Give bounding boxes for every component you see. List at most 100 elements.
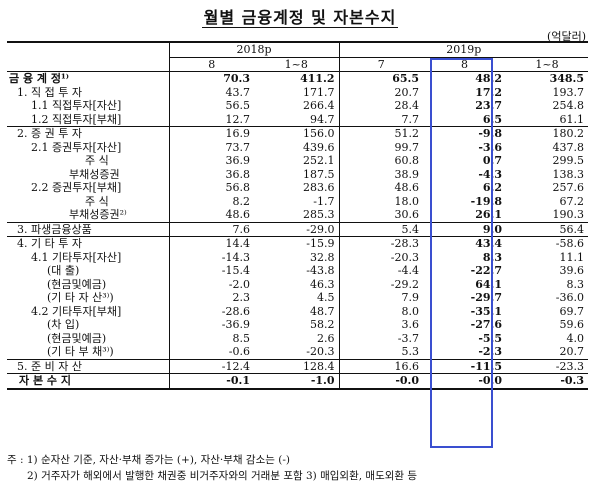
row-label: 2. 증 권 투 자 <box>7 126 169 141</box>
value-cell: 48.7 <box>310 304 335 318</box>
table-row: 3. 파생금융상품 7.6 -29.0 5.4 9.0 56.4 <box>7 221 589 237</box>
value-cell: 16.9 <box>168 126 254 141</box>
value-cell: -19.8 <box>470 194 503 208</box>
value-cell: 48.6 <box>338 181 424 195</box>
value-cell: 28.4 <box>338 99 424 113</box>
value-cell: 11.1 <box>559 250 585 264</box>
value-cell: 30.6 <box>338 208 424 222</box>
row-label: 자 본 수 지 <box>7 373 169 390</box>
header-corner <box>7 41 169 72</box>
table-row: (대 출) -15.4 -43.8 -4.4 -22.7 39.6 <box>7 264 588 278</box>
row-label: 주 식 <box>85 154 109 168</box>
header-year-2018: 2018p <box>168 41 340 58</box>
value-cell: -43.8 <box>306 264 335 278</box>
value-cell: -58.6 <box>506 236 589 251</box>
header-col: 1~8 <box>254 57 340 72</box>
row-label: (차 입) <box>47 318 80 332</box>
table-row: (현금및예금) 8.5 2.6 -3.7 -5.5 4.0 <box>7 331 588 345</box>
value-cell: -15.4 <box>168 264 254 278</box>
value-cell: 0.7 <box>482 154 503 168</box>
header-row-periods: 8 1~8 7 8 1~8 <box>7 57 589 72</box>
row-label: 1. 직 접 투 자 <box>17 85 82 99</box>
value-cell: 6.2 <box>482 181 503 195</box>
unit-label: (억달러) <box>547 30 586 43</box>
value-cell: 65.5 <box>338 71 424 86</box>
table-row: 금 융 계 정¹⁾ 70.3 411.2 65.5 48.2 348.5 <box>7 71 589 86</box>
value-cell: 17.2 <box>475 85 503 99</box>
table-row: 4.2 기타투자[부채] -28.6 48.7 8.0 -35.1 69.7 <box>7 304 588 318</box>
table-row: 자 본 수 지 -0.1 -1.0 -0.0 -0.0 -0.3 <box>7 373 589 390</box>
row-label: 2.2 증권투자[부채] <box>31 181 122 195</box>
value-cell: 64.1 <box>475 277 503 291</box>
value-cell: 439.6 <box>303 140 335 154</box>
value-cell: 9.0 <box>423 221 507 237</box>
row-label: (대 출) <box>47 264 80 278</box>
value-cell: 59.6 <box>559 318 585 332</box>
value-cell: -22.7 <box>470 264 503 278</box>
value-cell: -0.6 <box>168 345 254 359</box>
value-cell: 69.7 <box>559 304 585 318</box>
header-col: 1~8 <box>506 57 589 72</box>
value-cell: 36.8 <box>168 167 254 181</box>
table-row: 4. 기 타 투 자 14.4 -15.9 -28.3 43.4 -58.6 <box>7 236 589 251</box>
value-cell: 138.3 <box>552 167 585 181</box>
value-cell: -0.3 <box>506 373 589 390</box>
value-cell: 43.7 <box>168 85 254 99</box>
row-label: 4.1 기타투자[자산] <box>31 250 122 264</box>
value-cell: -12.4 <box>168 358 254 374</box>
value-cell: 6.5 <box>482 112 503 126</box>
table-row: 주 식 36.9 252.1 60.8 0.7 299.5 <box>7 154 588 168</box>
value-cell: 3.6 <box>338 318 424 332</box>
value-cell: 299.5 <box>552 154 585 168</box>
value-cell: 48.6 <box>168 208 254 222</box>
value-cell: 20.7 <box>559 345 585 359</box>
footnote-line: 2) 거주자가 해외에서 발행한 채권중 비거주자와의 거래분 포함 3) 매입… <box>27 470 418 482</box>
value-cell: 5.3 <box>338 345 424 359</box>
row-label: 5. 준 비 자 산 <box>7 358 169 374</box>
value-cell: -9.8 <box>423 126 507 141</box>
row-label: 2.1 증권투자[자산] <box>31 140 122 154</box>
value-cell: -4.4 <box>338 264 424 278</box>
value-cell: 46.3 <box>310 277 335 291</box>
value-cell: 32.8 <box>310 250 335 264</box>
header-col: 8 <box>423 57 507 72</box>
value-cell: -36.9 <box>168 318 254 332</box>
row-label: 금 융 계 정¹⁾ <box>7 71 169 86</box>
value-cell: -28.6 <box>168 304 254 318</box>
row-label: 1.1 직접투자[자산] <box>31 99 122 113</box>
value-cell: 14.4 <box>168 236 254 251</box>
value-cell: 254.8 <box>552 99 585 113</box>
value-cell: -15.9 <box>254 236 340 251</box>
table-row: (차 입) -36.9 58.2 3.6 -27.6 59.6 <box>7 318 588 332</box>
value-cell: 94.7 <box>310 112 335 126</box>
value-cell: -36.0 <box>555 291 585 305</box>
value-cell: 23.7 <box>475 99 503 113</box>
value-cell: 7.6 <box>168 221 254 237</box>
value-cell: 171.7 <box>303 85 335 99</box>
value-cell: 193.7 <box>552 85 585 99</box>
value-cell: 8.3 <box>566 277 585 291</box>
value-cell: 4.5 <box>317 291 335 305</box>
value-cell: 285.3 <box>303 208 335 222</box>
value-cell: 8.2 <box>168 194 254 208</box>
table-row: 1. 직 접 투 자 43.7 171.7 20.7 17.2 193.7 <box>7 85 588 99</box>
value-cell: 7.9 <box>338 291 424 305</box>
value-cell: 283.6 <box>303 181 335 195</box>
header-row-years: 2018p 2019p <box>7 41 589 72</box>
row-label: 1.2 직접투자[부채] <box>31 112 122 126</box>
value-cell: 60.8 <box>338 154 424 168</box>
table-row: 4.1 기타투자[자산] -14.3 32.8 -20.3 8.3 11.1 <box>7 250 588 264</box>
value-cell: 437.8 <box>552 140 585 154</box>
table-row: 2.1 증권투자[자산] 73.7 439.6 99.7 -3.6 437.8 <box>7 140 588 154</box>
value-cell: 8.0 <box>338 304 424 318</box>
value-cell: 2.3 <box>168 291 254 305</box>
value-cell: -5.5 <box>478 331 503 345</box>
value-cell: 4.0 <box>566 331 585 345</box>
value-cell: 18.0 <box>338 194 424 208</box>
table-row: 1.1 직접투자[자산] 56.5 266.4 28.4 23.7 254.8 <box>7 99 588 113</box>
value-cell: 156.0 <box>254 126 340 141</box>
value-cell: 190.3 <box>552 208 585 222</box>
value-cell: -0.0 <box>338 373 424 390</box>
row-label: 부채성증권²⁾ <box>69 208 127 222</box>
row-label: (기 타 자 산³⁾) <box>47 291 114 305</box>
